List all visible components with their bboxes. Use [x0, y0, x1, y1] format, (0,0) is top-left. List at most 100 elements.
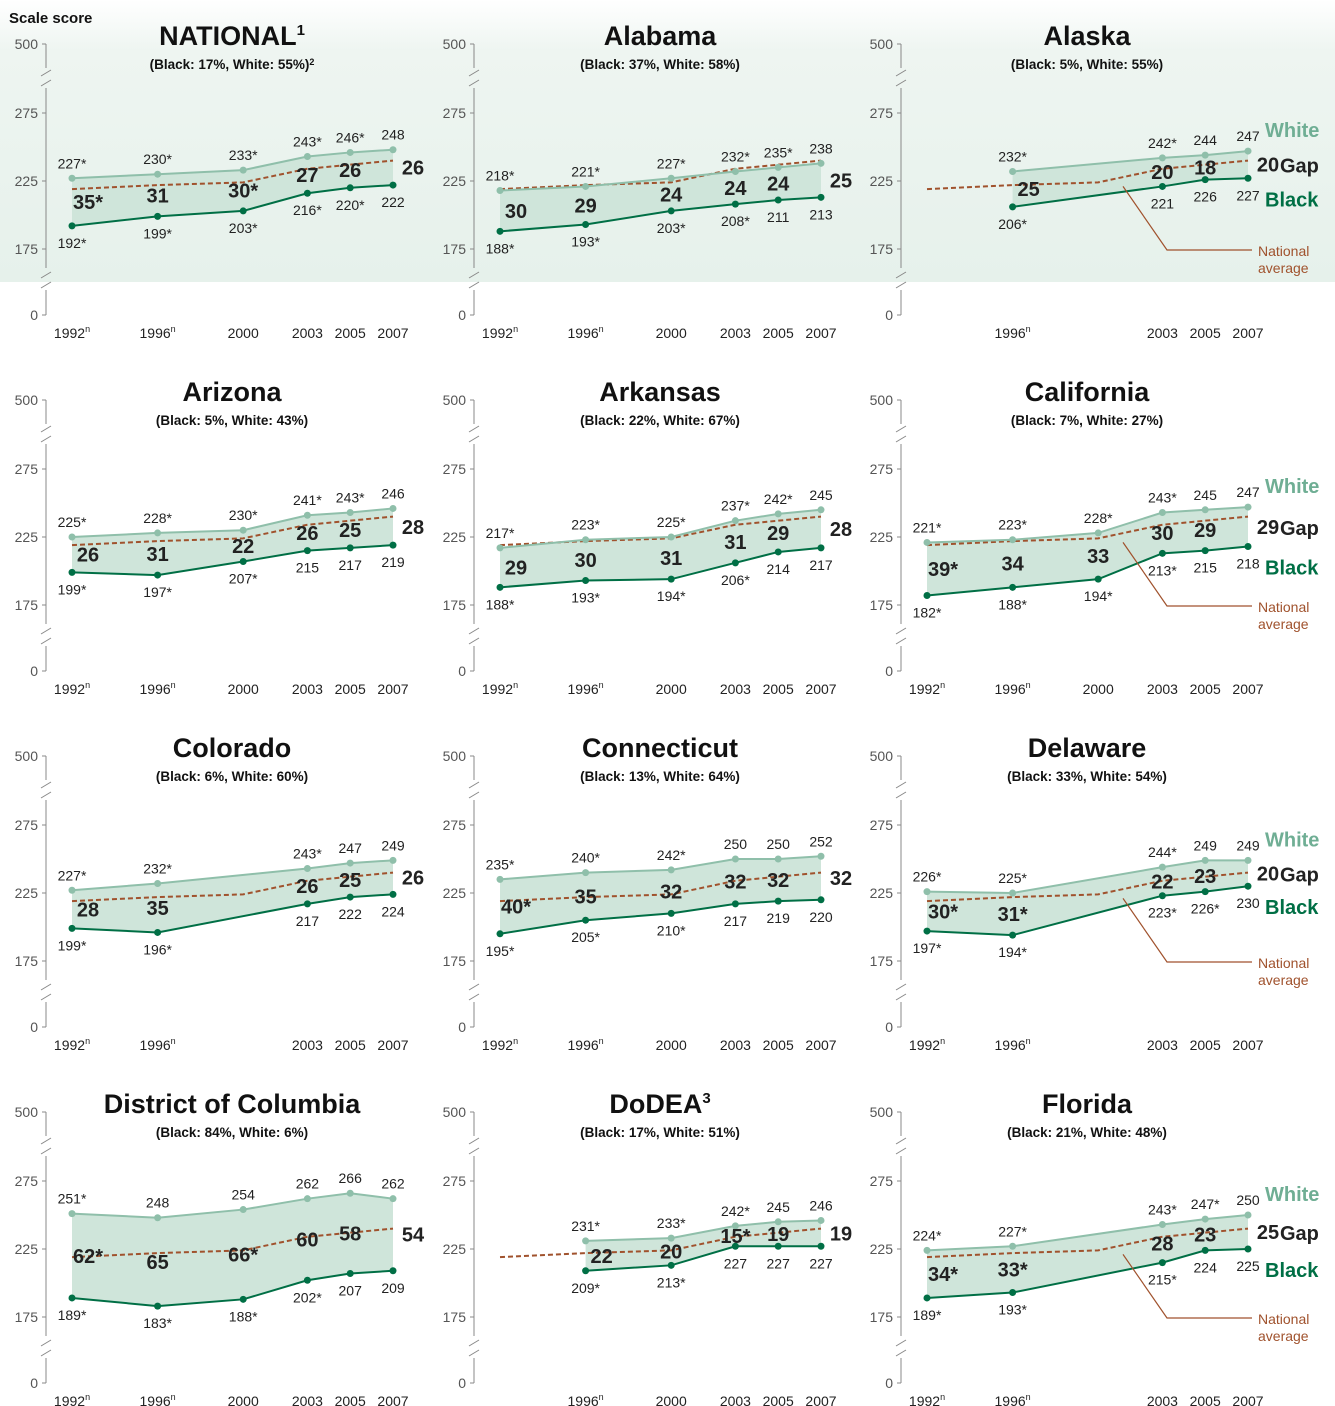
y-tick-label: 0	[458, 1019, 466, 1035]
gap-value-label: 15*	[720, 1226, 750, 1248]
white-value-label: 262	[381, 1176, 405, 1192]
x-tick-label: 2000	[228, 681, 259, 697]
axis-break-mark	[895, 281, 907, 289]
white-series-line	[71, 507, 394, 538]
white-value-label: 218*	[486, 168, 515, 184]
black-value-label: 218	[1236, 556, 1260, 572]
white-series-line	[1012, 150, 1249, 173]
white-value-label: 243*	[1148, 490, 1177, 506]
gap-value-label: 35*	[73, 192, 103, 214]
x-tick-label: 2003	[292, 1393, 323, 1406]
white-point	[731, 1222, 739, 1230]
x-tick-label: 2003	[1147, 325, 1178, 341]
white-value-label: 247*	[1191, 1196, 1220, 1212]
legend-national-line1: National	[1258, 1311, 1309, 1327]
white-series-line	[499, 508, 822, 549]
white-value-label: 221*	[913, 519, 942, 535]
black-point	[582, 1267, 590, 1275]
white-value-label: 243*	[293, 134, 322, 150]
white-point	[154, 529, 162, 537]
axis-break-mark	[40, 983, 52, 991]
y-tick-label: 0	[30, 1375, 38, 1391]
black-point	[303, 547, 311, 555]
white-value-label: 240*	[571, 850, 600, 866]
black-value-label: 226	[1194, 189, 1218, 205]
white-point	[239, 166, 247, 174]
y-tick-label: 0	[30, 307, 38, 323]
black-value-label: 182*	[913, 604, 942, 620]
national-average-line	[499, 871, 822, 903]
x-tick-label: 2005	[1190, 1393, 1221, 1406]
x-tick-label: 2007	[377, 1393, 408, 1406]
white-point	[346, 1189, 354, 1197]
black-point	[154, 1302, 162, 1310]
legend-gap: Gap	[1280, 864, 1319, 886]
white-point	[389, 146, 397, 154]
panel-subtitle: (Black: 6%, White: 60%)	[156, 769, 308, 784]
x-tick-label: 1992n	[54, 324, 90, 341]
legend-national-line1: National	[1258, 955, 1309, 971]
y-tick-label: 225	[870, 885, 894, 901]
black-point	[1158, 549, 1166, 557]
white-point	[923, 1246, 931, 1254]
white-point	[154, 1214, 162, 1222]
axis-break-mark	[468, 637, 480, 645]
x-tick-label: 2003	[720, 681, 751, 697]
y-tick-label: 500	[870, 1104, 894, 1120]
black-point	[774, 1242, 782, 1250]
legend-national-line2: average	[1258, 1328, 1309, 1344]
gap-value-label: 19	[767, 1224, 789, 1246]
black-point	[496, 227, 504, 235]
y-tick-label: 175	[870, 1309, 894, 1325]
white-value-label: 248	[381, 127, 405, 143]
white-point	[496, 544, 504, 552]
white-value-label: 230*	[143, 151, 172, 167]
black-value-label: 227	[809, 1255, 833, 1271]
white-value-label: 230*	[229, 507, 258, 523]
axis-break-mark	[468, 993, 480, 1001]
white-value-label: 266	[339, 1170, 363, 1186]
white-point	[496, 187, 504, 195]
black-point	[817, 1242, 825, 1250]
gap-area	[72, 860, 393, 933]
black-point	[239, 1295, 247, 1303]
white-value-label: 227*	[998, 1223, 1027, 1239]
panel-subtitle: (Black: 5%, White: 55%)	[1011, 57, 1163, 72]
white-value-label: 245	[809, 487, 833, 503]
black-point	[389, 541, 397, 549]
panel-title: DoDEA3	[609, 1089, 710, 1119]
legend-black: Black	[1265, 558, 1319, 580]
black-point	[389, 1267, 397, 1275]
white-value-label: 243*	[336, 490, 365, 506]
white-point	[817, 852, 825, 860]
black-point	[817, 544, 825, 552]
panel-subtitle: (Black: 5%, White: 43%)	[156, 413, 308, 428]
black-point	[68, 568, 76, 576]
y-tick-label: 500	[443, 36, 467, 52]
white-value-label: 232*	[143, 860, 172, 876]
axis-break-mark	[895, 637, 907, 645]
legend-national-line1: National	[1258, 243, 1309, 259]
white-value-label: 250	[1236, 1192, 1260, 1208]
x-tick-label: 2005	[1190, 1037, 1221, 1053]
gap-value-label: 22	[232, 536, 254, 558]
white-value-label: 223*	[571, 517, 600, 533]
gap-value-label: 20	[1151, 162, 1173, 184]
axis-break-mark	[40, 69, 52, 77]
gap-value-label: 28	[1151, 1234, 1173, 1256]
gap-area	[585, 1220, 821, 1271]
panel-title: Colorado	[173, 733, 292, 763]
x-tick-label: 2007	[377, 681, 408, 697]
white-point	[389, 504, 397, 512]
y-tick-label: 500	[870, 748, 894, 764]
x-tick-label: 2005	[1190, 681, 1221, 697]
axis-break-mark	[40, 271, 52, 279]
white-point	[496, 875, 504, 883]
axis-break-mark	[895, 791, 907, 799]
black-point	[496, 930, 504, 938]
y-tick-label: 500	[443, 392, 467, 408]
y-tick-label: 500	[443, 748, 467, 764]
gap-value-label: 26	[339, 160, 361, 182]
black-point	[1201, 1246, 1209, 1254]
